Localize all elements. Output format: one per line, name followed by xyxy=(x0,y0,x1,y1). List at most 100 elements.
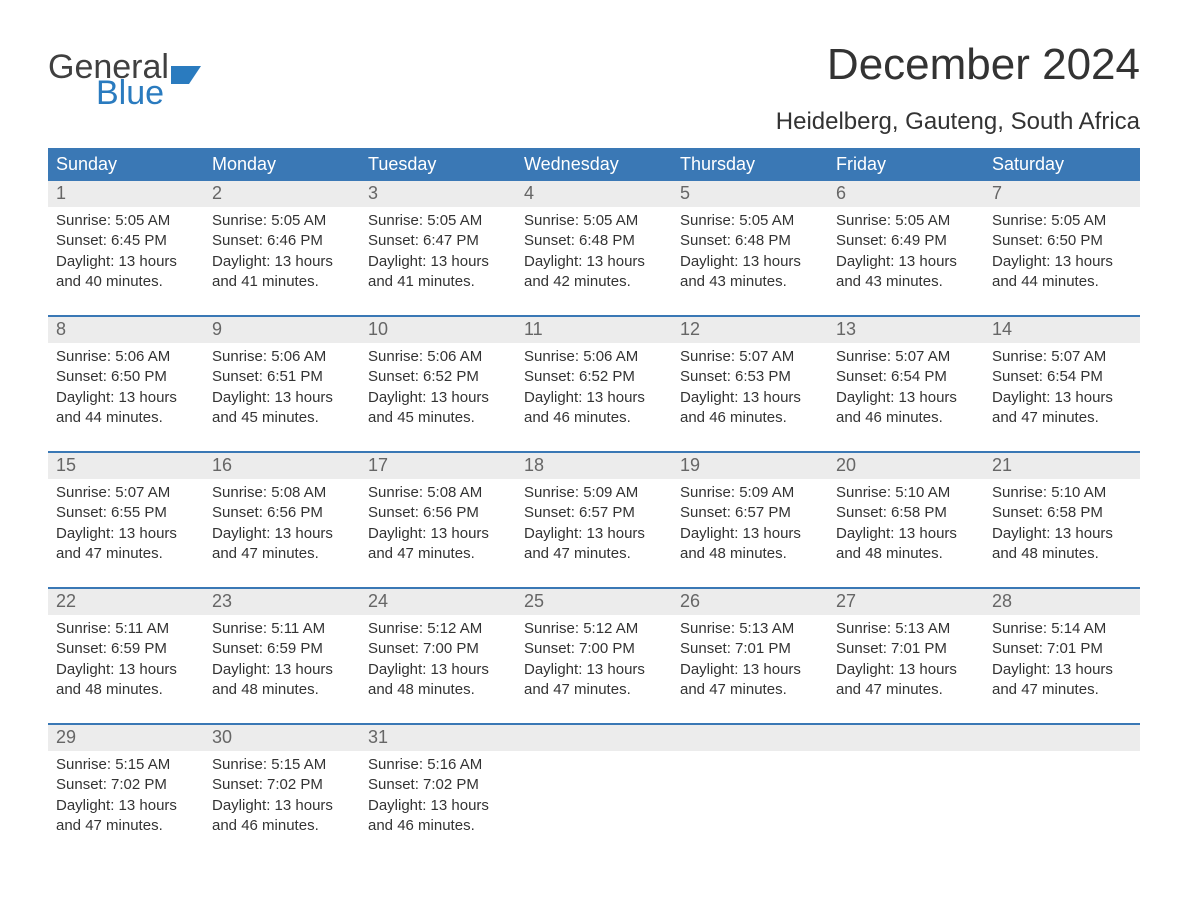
day-number: 25 xyxy=(516,589,672,615)
sunrise-line: Sunrise: 5:08 AM xyxy=(212,483,352,503)
daylight-line: Daylight: 13 hours and 48 minutes. xyxy=(992,524,1132,565)
day-details: Sunrise: 5:07 AMSunset: 6:53 PMDaylight:… xyxy=(672,343,828,431)
weekday-header: Tuesday xyxy=(360,148,516,181)
day-number: 11 xyxy=(516,317,672,343)
sunrise-line: Sunrise: 5:05 AM xyxy=(836,211,976,231)
sunrise-line: Sunrise: 5:05 AM xyxy=(992,211,1132,231)
daylight-line: Daylight: 13 hours and 47 minutes. xyxy=(212,524,352,565)
daylight-line: Daylight: 13 hours and 45 minutes. xyxy=(368,388,508,429)
day-number: 22 xyxy=(48,589,204,615)
sunrise-line: Sunrise: 5:05 AM xyxy=(56,211,196,231)
day-number: 6 xyxy=(828,181,984,207)
sunrise-line: Sunrise: 5:07 AM xyxy=(836,347,976,367)
sunrise-line: Sunrise: 5:15 AM xyxy=(212,755,352,775)
day-details-row: Sunrise: 5:11 AMSunset: 6:59 PMDaylight:… xyxy=(48,615,1140,703)
title-block: December 2024 Heidelberg, Gauteng, South… xyxy=(776,40,1140,136)
sunset-line: Sunset: 7:00 PM xyxy=(524,639,664,659)
day-number: 24 xyxy=(360,589,516,615)
sunset-line: Sunset: 6:55 PM xyxy=(56,503,196,523)
day-details xyxy=(828,751,984,839)
sunrise-line: Sunrise: 5:06 AM xyxy=(56,347,196,367)
day-details: Sunrise: 5:07 AMSunset: 6:54 PMDaylight:… xyxy=(828,343,984,431)
day-details: Sunrise: 5:10 AMSunset: 6:58 PMDaylight:… xyxy=(828,479,984,567)
day-number-row: 1234567 xyxy=(48,181,1140,207)
week-block: 293031Sunrise: 5:15 AMSunset: 7:02 PMDay… xyxy=(48,723,1140,839)
sunrise-line: Sunrise: 5:16 AM xyxy=(368,755,508,775)
day-number xyxy=(672,725,828,751)
daylight-line: Daylight: 13 hours and 48 minutes. xyxy=(56,660,196,701)
day-number: 1 xyxy=(48,181,204,207)
weekday-header: Wednesday xyxy=(516,148,672,181)
day-details: Sunrise: 5:10 AMSunset: 6:58 PMDaylight:… xyxy=(984,479,1140,567)
day-details: Sunrise: 5:16 AMSunset: 7:02 PMDaylight:… xyxy=(360,751,516,839)
day-number: 4 xyxy=(516,181,672,207)
sunset-line: Sunset: 6:52 PM xyxy=(524,367,664,387)
sunset-line: Sunset: 6:54 PM xyxy=(836,367,976,387)
day-details: Sunrise: 5:05 AMSunset: 6:48 PMDaylight:… xyxy=(672,207,828,295)
weekday-header: Saturday xyxy=(984,148,1140,181)
day-number: 20 xyxy=(828,453,984,479)
sunset-line: Sunset: 6:46 PM xyxy=(212,231,352,251)
day-details: Sunrise: 5:06 AMSunset: 6:52 PMDaylight:… xyxy=(516,343,672,431)
sunset-line: Sunset: 6:48 PM xyxy=(680,231,820,251)
daylight-line: Daylight: 13 hours and 47 minutes. xyxy=(992,388,1132,429)
day-number-row: 891011121314 xyxy=(48,317,1140,343)
day-number: 7 xyxy=(984,181,1140,207)
day-number: 16 xyxy=(204,453,360,479)
sunset-line: Sunset: 6:51 PM xyxy=(212,367,352,387)
day-details: Sunrise: 5:11 AMSunset: 6:59 PMDaylight:… xyxy=(204,615,360,703)
month-title: December 2024 xyxy=(776,40,1140,90)
day-details: Sunrise: 5:05 AMSunset: 6:47 PMDaylight:… xyxy=(360,207,516,295)
day-number: 14 xyxy=(984,317,1140,343)
sunrise-line: Sunrise: 5:06 AM xyxy=(368,347,508,367)
day-details-row: Sunrise: 5:06 AMSunset: 6:50 PMDaylight:… xyxy=(48,343,1140,431)
week-block: 891011121314Sunrise: 5:06 AMSunset: 6:50… xyxy=(48,315,1140,431)
daylight-line: Daylight: 13 hours and 47 minutes. xyxy=(524,660,664,701)
sunrise-line: Sunrise: 5:05 AM xyxy=(212,211,352,231)
day-number: 21 xyxy=(984,453,1140,479)
sunset-line: Sunset: 6:58 PM xyxy=(992,503,1132,523)
weekday-header: Monday xyxy=(204,148,360,181)
day-number: 5 xyxy=(672,181,828,207)
logo-text-blue: Blue xyxy=(96,76,201,110)
day-number: 19 xyxy=(672,453,828,479)
sunset-line: Sunset: 6:59 PM xyxy=(56,639,196,659)
day-details: Sunrise: 5:05 AMSunset: 6:49 PMDaylight:… xyxy=(828,207,984,295)
day-details: Sunrise: 5:07 AMSunset: 6:55 PMDaylight:… xyxy=(48,479,204,567)
day-number: 27 xyxy=(828,589,984,615)
sunrise-line: Sunrise: 5:06 AM xyxy=(212,347,352,367)
day-number: 30 xyxy=(204,725,360,751)
weekday-header: Friday xyxy=(828,148,984,181)
daylight-line: Daylight: 13 hours and 46 minutes. xyxy=(836,388,976,429)
sunrise-line: Sunrise: 5:11 AM xyxy=(212,619,352,639)
day-details-row: Sunrise: 5:15 AMSunset: 7:02 PMDaylight:… xyxy=(48,751,1140,839)
calendar-grid: Sunday Monday Tuesday Wednesday Thursday… xyxy=(48,148,1140,859)
day-details xyxy=(984,751,1140,839)
daylight-line: Daylight: 13 hours and 45 minutes. xyxy=(212,388,352,429)
day-number: 9 xyxy=(204,317,360,343)
day-details xyxy=(516,751,672,839)
sunrise-line: Sunrise: 5:07 AM xyxy=(992,347,1132,367)
daylight-line: Daylight: 13 hours and 47 minutes. xyxy=(524,524,664,565)
sunset-line: Sunset: 6:59 PM xyxy=(212,639,352,659)
daylight-line: Daylight: 13 hours and 44 minutes. xyxy=(992,252,1132,293)
sunset-line: Sunset: 7:00 PM xyxy=(368,639,508,659)
day-details: Sunrise: 5:08 AMSunset: 6:56 PMDaylight:… xyxy=(204,479,360,567)
day-details: Sunrise: 5:08 AMSunset: 6:56 PMDaylight:… xyxy=(360,479,516,567)
day-number: 17 xyxy=(360,453,516,479)
header: General Blue December 2024 Heidelberg, G… xyxy=(48,40,1140,136)
daylight-line: Daylight: 13 hours and 41 minutes. xyxy=(368,252,508,293)
weeks-container: 1234567Sunrise: 5:05 AMSunset: 6:45 PMDa… xyxy=(48,181,1140,859)
sunrise-line: Sunrise: 5:06 AM xyxy=(524,347,664,367)
day-details xyxy=(672,751,828,839)
day-details: Sunrise: 5:11 AMSunset: 6:59 PMDaylight:… xyxy=(48,615,204,703)
day-details: Sunrise: 5:05 AMSunset: 6:48 PMDaylight:… xyxy=(516,207,672,295)
daylight-line: Daylight: 13 hours and 46 minutes. xyxy=(212,796,352,837)
sunset-line: Sunset: 7:02 PM xyxy=(212,775,352,795)
day-details: Sunrise: 5:15 AMSunset: 7:02 PMDaylight:… xyxy=(48,751,204,839)
sunrise-line: Sunrise: 5:14 AM xyxy=(992,619,1132,639)
day-details: Sunrise: 5:09 AMSunset: 6:57 PMDaylight:… xyxy=(672,479,828,567)
sunrise-line: Sunrise: 5:09 AM xyxy=(524,483,664,503)
sunrise-line: Sunrise: 5:05 AM xyxy=(524,211,664,231)
day-number: 23 xyxy=(204,589,360,615)
